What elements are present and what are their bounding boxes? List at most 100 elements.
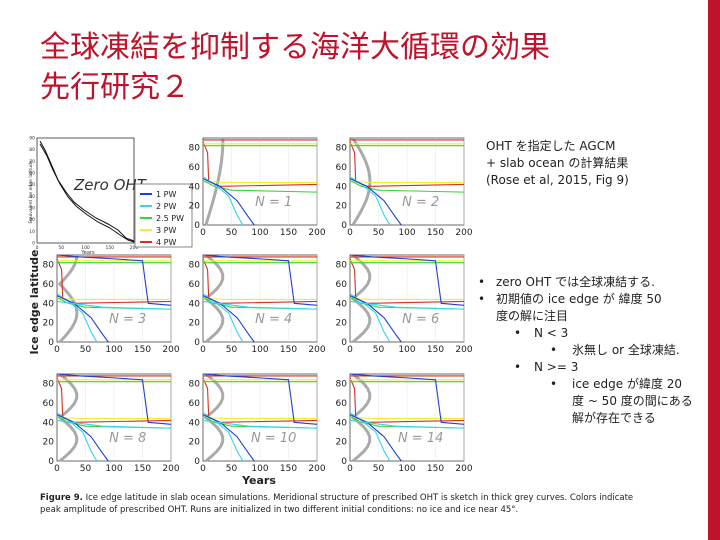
zero-oht-curve xyxy=(39,143,135,243)
plot-panel: 0 20 40 60 80 0 50 100 150 200 N = 3 xyxy=(43,254,180,355)
plot-panel: 0 20 40 60 80 0 50 100 150 200 N = 2 xyxy=(336,137,473,238)
bullet-dot: • xyxy=(514,360,522,374)
xtick-label: 50 xyxy=(373,464,385,474)
reference-note-line: (Rose et al, 2015, Fig 9) xyxy=(486,173,629,187)
zero-oht-ylabel: Equivalent ice edge latitude xyxy=(28,160,34,223)
zero-oht-ytick: 40 xyxy=(29,194,35,200)
ice-edge-curve xyxy=(202,178,255,226)
xtick-label: 150 xyxy=(427,345,444,355)
xtick-label: 100 xyxy=(251,464,268,474)
ice-edge-curve xyxy=(56,300,172,310)
bullet-item: • zero OHT では全球凍結する. xyxy=(476,274,693,291)
ice-edge-curve xyxy=(56,414,109,462)
ytick-label: 20 xyxy=(189,202,201,212)
ytick-label: 60 xyxy=(43,280,55,290)
zero-oht-ytick: 30 xyxy=(29,206,35,212)
figure-xlabel: Years xyxy=(241,474,276,487)
bullet-item: • 初期値の ice edge が 緯度 50 xyxy=(476,291,693,308)
xtick-label: 200 xyxy=(308,228,325,238)
xtick-label: 150 xyxy=(427,464,444,474)
xtick-label: 200 xyxy=(162,345,179,355)
caption-label: Figure 9. xyxy=(40,493,83,503)
xtick-label: 200 xyxy=(162,464,179,474)
xtick-label: 50 xyxy=(226,345,238,355)
bullet-item: • 氷無し or 全球凍結. xyxy=(476,342,693,359)
ytick-label: 20 xyxy=(336,202,348,212)
bullet-dot: • xyxy=(514,326,522,340)
ytick-label: 0 xyxy=(194,457,200,467)
panel-label: N = 10 xyxy=(251,431,296,446)
bullet-item: 度の解に注目 xyxy=(476,308,693,325)
xtick-label: 200 xyxy=(455,464,472,474)
ytick-label: 0 xyxy=(48,338,54,348)
ice-edge-curve xyxy=(202,414,255,462)
bullet-dot: • xyxy=(478,292,486,306)
ytick-label: 40 xyxy=(43,418,55,428)
ice-edge-curve xyxy=(56,419,172,429)
ytick-label: 20 xyxy=(336,438,348,448)
zero-oht-curve xyxy=(39,140,135,242)
ytick-label: 80 xyxy=(336,261,348,271)
xtick-label: 150 xyxy=(280,345,297,355)
panel-label: N = 14 xyxy=(398,431,443,446)
ice-edge-curve xyxy=(56,295,109,343)
legend-label: 4 PW xyxy=(156,238,176,247)
ytick-label: 60 xyxy=(336,280,348,290)
zero-oht-xlabel: Years xyxy=(80,250,95,256)
xtick-label: 0 xyxy=(347,228,353,238)
bullet-dot: • xyxy=(478,275,486,289)
zero-oht-xtick: 200 xyxy=(130,245,139,251)
panel-label: N = 8 xyxy=(109,431,146,446)
caption-text: Ice edge latitude in slab ocean simulati… xyxy=(40,493,634,515)
xtick-label: 50 xyxy=(373,228,385,238)
plot-panel: 0 20 40 60 80 0 50 100 150 200 N = 14 xyxy=(336,372,473,474)
zero-oht-label: Zero OHT xyxy=(73,176,148,194)
bullet-text: N >= 3 xyxy=(534,360,579,374)
zero-oht-ytick: 80 xyxy=(29,147,35,153)
slide-title-line-1: 全球凍結を抑制する海洋大循環の効果 xyxy=(40,30,550,65)
zero-oht-ytick: 0 xyxy=(32,241,35,247)
bullet-dot: • xyxy=(550,377,558,391)
ytick-label: 80 xyxy=(189,261,201,271)
ytick-label: 40 xyxy=(336,182,348,192)
bullet-item: • N >= 3 xyxy=(476,359,693,376)
ytick-label: 20 xyxy=(43,319,55,329)
ytick-label: 0 xyxy=(194,221,200,231)
ytick-label: 40 xyxy=(189,182,201,192)
xtick-label: 200 xyxy=(308,345,325,355)
ice-edge-curve xyxy=(202,254,318,306)
xtick-label: 100 xyxy=(105,464,122,474)
xtick-label: 150 xyxy=(134,345,151,355)
ytick-label: 60 xyxy=(189,163,201,173)
ice-edge-curve xyxy=(349,295,402,343)
reference-note: OHT を指定した AGCM + slab ocean の計算結果 (Rose … xyxy=(486,138,629,189)
ytick-label: 80 xyxy=(336,380,348,390)
ytick-label: 0 xyxy=(341,457,347,467)
ytick-label: 80 xyxy=(43,261,55,271)
ytick-label: 20 xyxy=(189,438,201,448)
oht-sketch xyxy=(351,137,372,226)
zero-oht-panel: Zero OHT Equivalent ice edge latitude Ye… xyxy=(28,136,148,257)
ice-edge-curve xyxy=(202,295,255,343)
xtick-label: 50 xyxy=(226,228,238,238)
panel-label: N = 4 xyxy=(255,312,292,327)
zero-oht-xtick: 150 xyxy=(105,245,114,251)
xtick-label: 0 xyxy=(200,464,206,474)
ytick-label: 60 xyxy=(336,399,348,409)
ice-edge-curve xyxy=(202,373,318,425)
xtick-label: 0 xyxy=(347,345,353,355)
zero-oht-ytick: 50 xyxy=(29,182,35,188)
bullet-item: • N < 3 xyxy=(476,325,693,342)
xtick-label: 100 xyxy=(398,345,415,355)
xtick-label: 100 xyxy=(251,228,268,238)
ice-edge-curve xyxy=(202,300,318,310)
zero-oht-frame xyxy=(36,137,135,244)
ytick-label: 0 xyxy=(194,338,200,348)
ytick-label: 20 xyxy=(189,319,201,329)
bullet-text: N < 3 xyxy=(534,326,569,340)
xtick-label: 150 xyxy=(280,228,297,238)
ytick-label: 40 xyxy=(189,299,201,309)
legend-label: 2 PW xyxy=(156,202,176,211)
legend-box xyxy=(134,183,193,248)
ytick-label: 20 xyxy=(336,319,348,329)
